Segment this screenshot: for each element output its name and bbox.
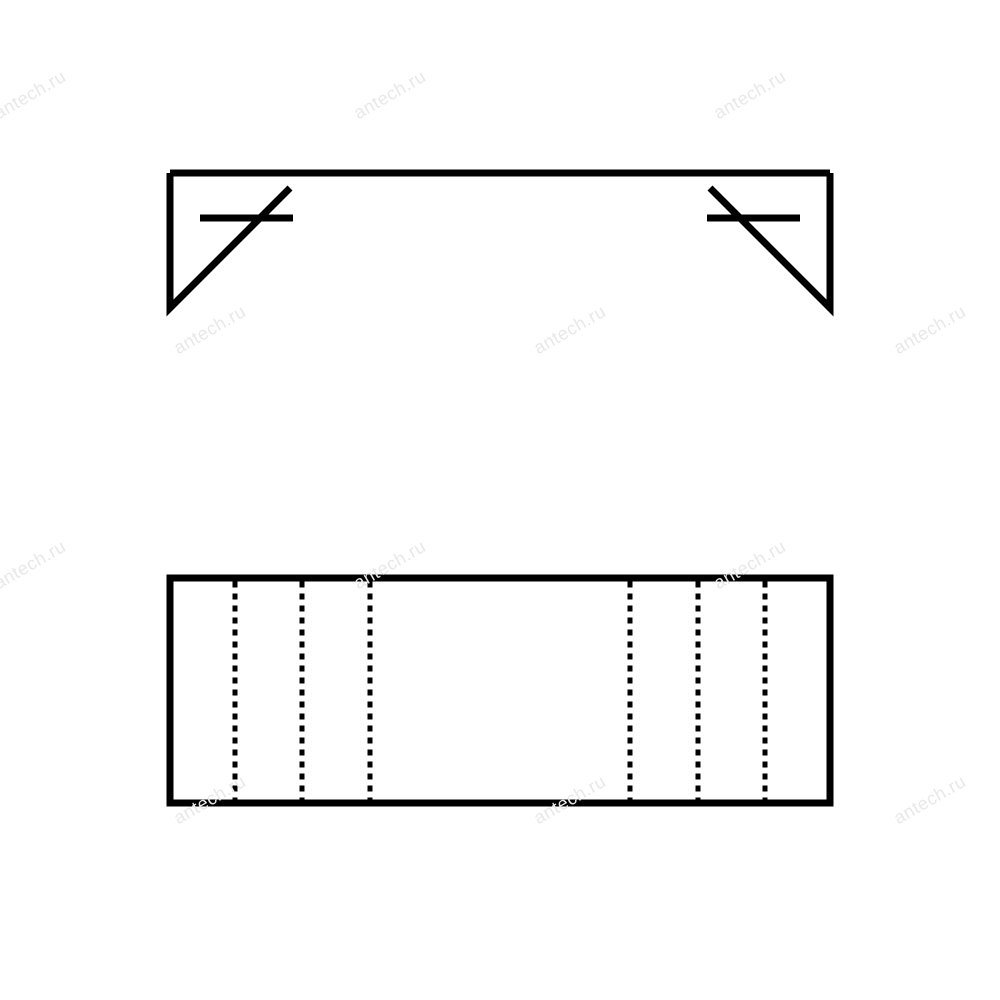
bottom-rect — [170, 578, 830, 803]
top-outline — [170, 173, 830, 308]
diagram-svg — [0, 0, 1000, 1000]
